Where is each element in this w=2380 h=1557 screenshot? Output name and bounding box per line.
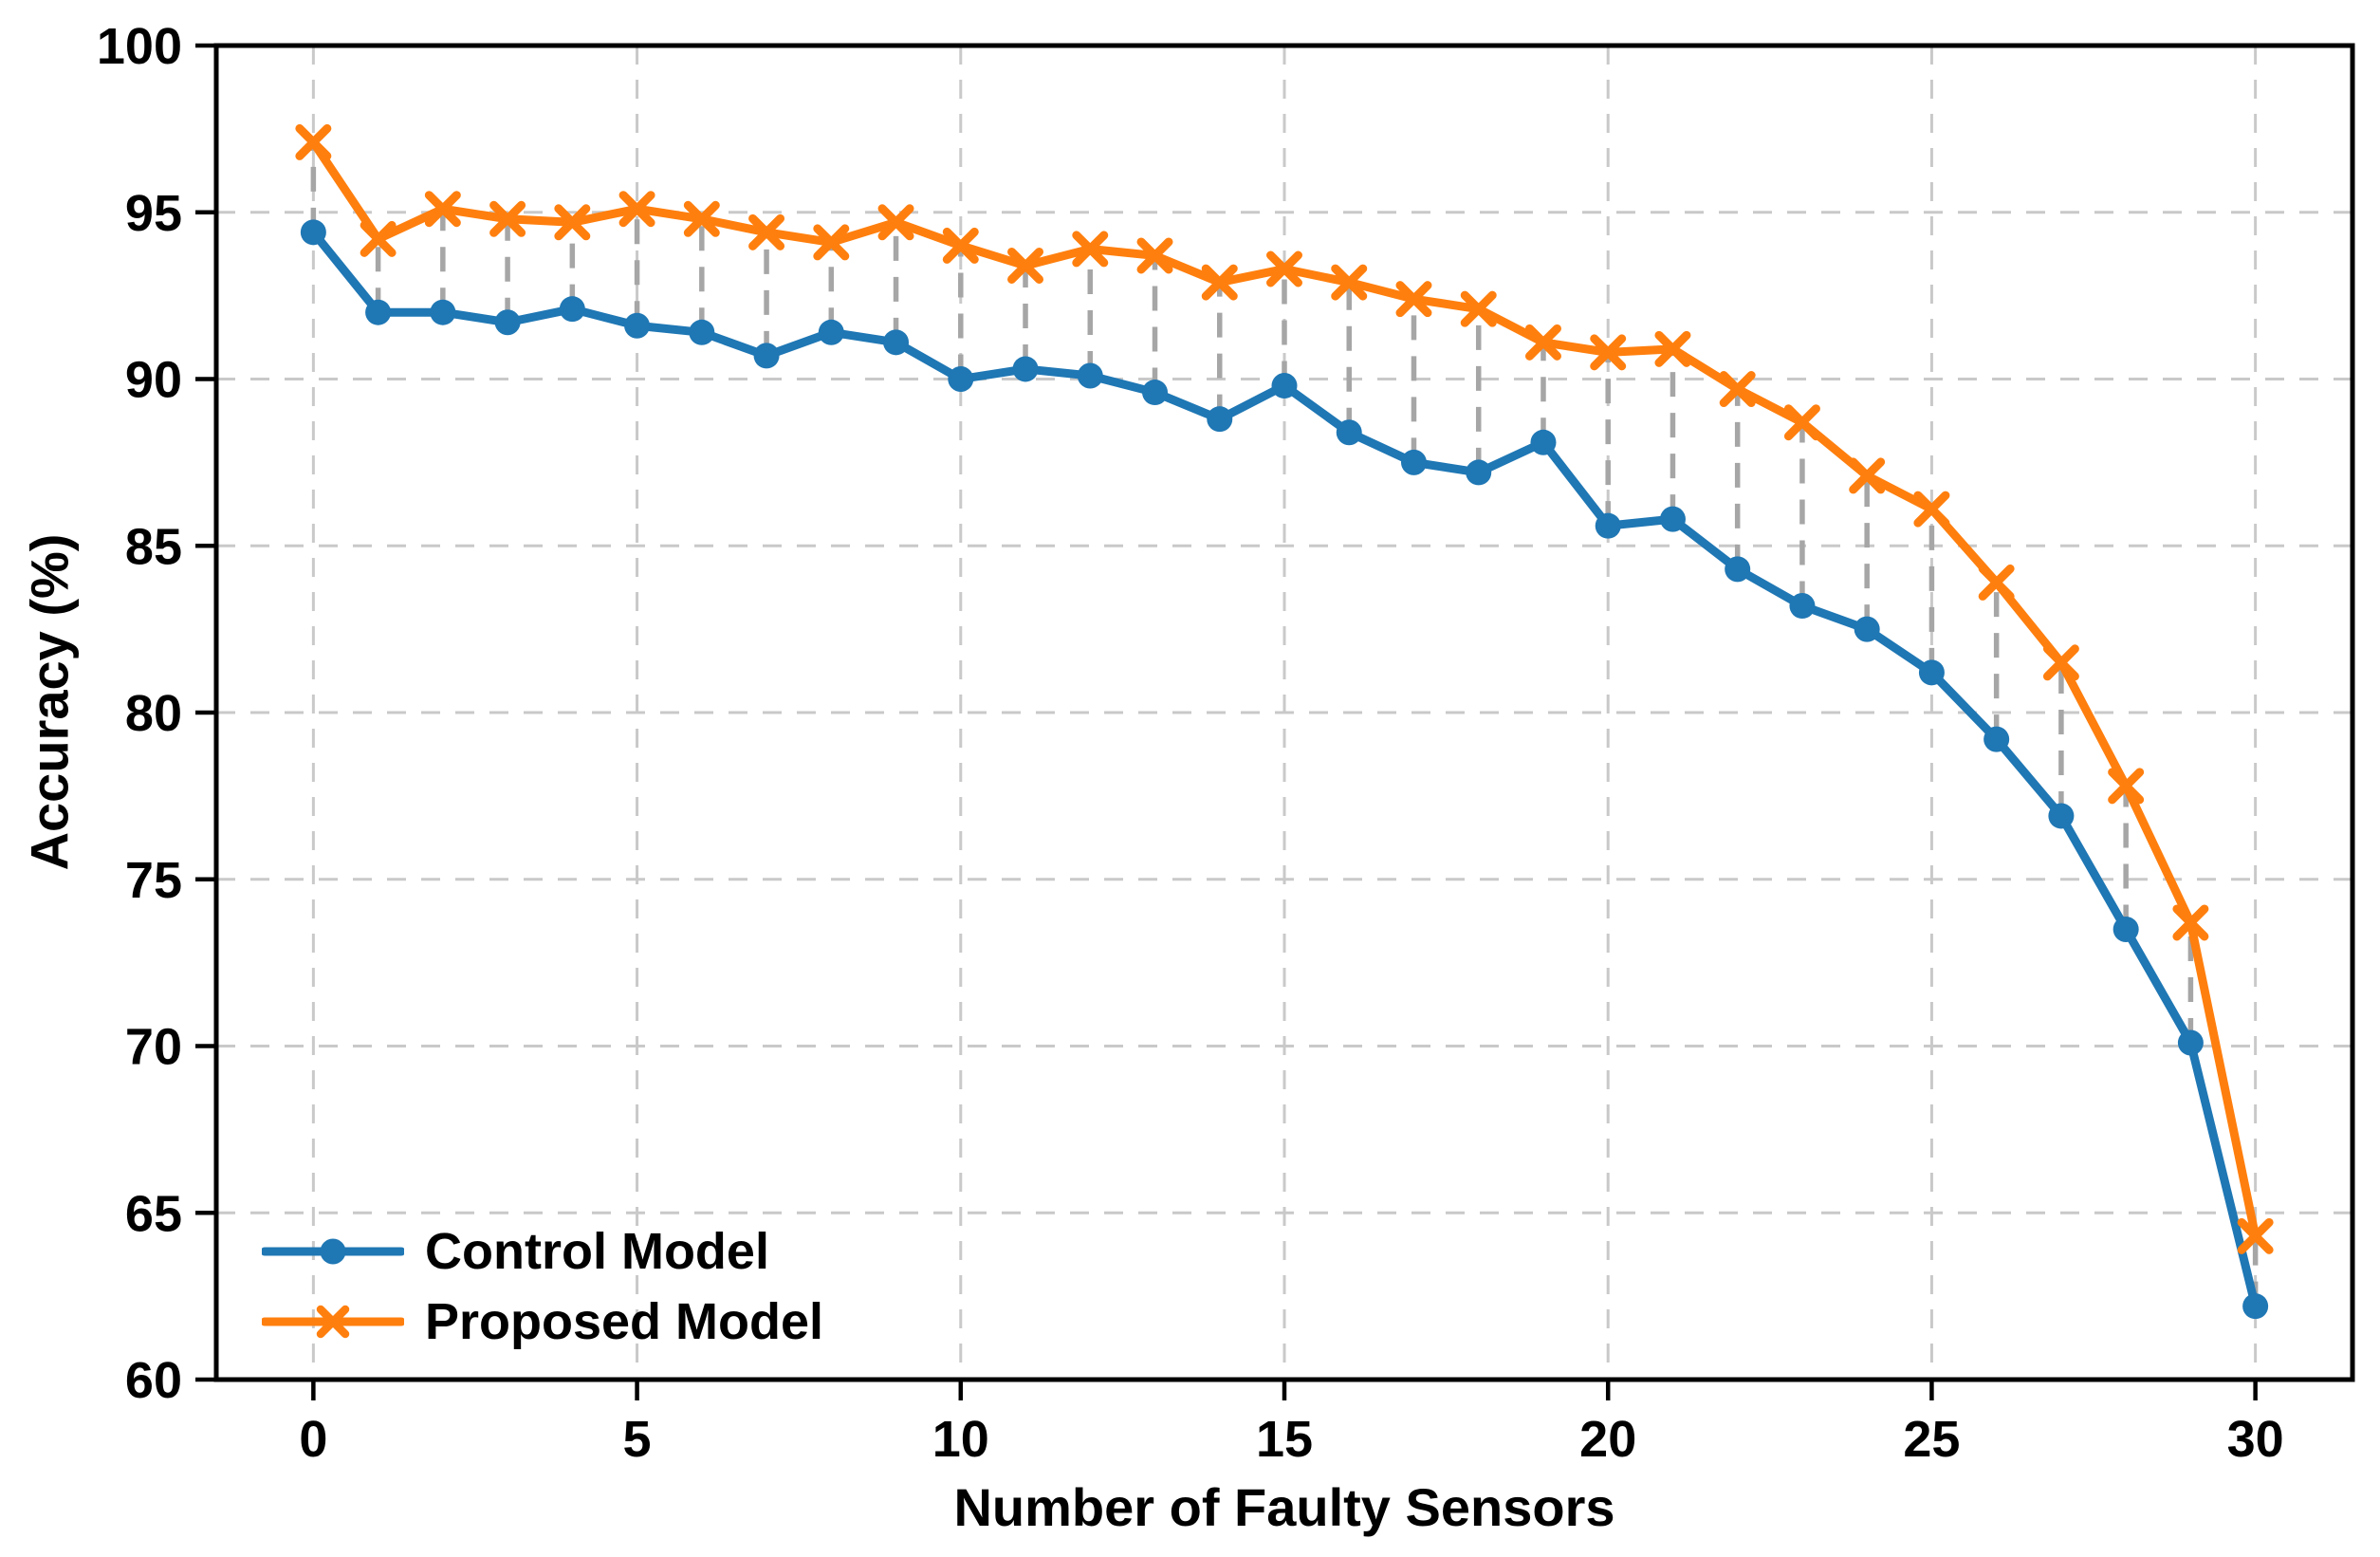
proposed-model-marker: [618, 191, 655, 228]
proposed-model-marker: [360, 220, 397, 257]
control-model-marker: [365, 299, 392, 325]
legend-label-control-model: Control Model: [425, 1223, 769, 1280]
control-model-marker: [430, 299, 456, 325]
control-model-marker: [559, 296, 585, 323]
proposed-model-marker: [2108, 768, 2145, 805]
y-axis-title: Accuracy (%): [19, 533, 80, 871]
y-tick-label: 85: [125, 518, 182, 575]
legend-label-proposed-model: Proposed Model: [425, 1293, 824, 1350]
control-model-marker: [2112, 916, 2139, 942]
x-tick-label: 5: [623, 1411, 652, 1468]
y-tick-label: 70: [125, 1019, 182, 1076]
proposed-model-marker: [1460, 290, 1497, 327]
x-axis-title: Number of Faulty Sensors: [953, 1477, 1615, 1537]
proposed-model-marker: [1654, 330, 1691, 367]
series-gap-connectors: [310, 141, 2259, 1307]
proposed-model-marker: [1849, 457, 1886, 494]
control-model-sample-line: [262, 1238, 404, 1265]
proposed-model-marker: [489, 200, 526, 237]
control-model-marker: [1918, 659, 1945, 686]
proposed-model-marker: [1201, 264, 1238, 301]
proposed-model-marker: [1072, 231, 1109, 268]
control-model-marker: [1659, 506, 1686, 532]
proposed-model-marker: [2042, 644, 2079, 681]
control-model-marker: [1400, 449, 1427, 475]
control-model-marker: [1854, 616, 1880, 642]
control-model-marker: [1530, 429, 1557, 455]
proposed-model-marker: [1524, 324, 1561, 361]
proposed-model-marker: [2237, 1217, 2274, 1254]
proposed-model-markers: [295, 123, 2274, 1254]
control-model-marker: [1789, 593, 1816, 620]
control-model-marker: [300, 219, 326, 246]
proposed-model-marker: [2172, 904, 2209, 941]
x-tick-label: 10: [932, 1411, 989, 1468]
x-tick-label: 30: [2227, 1411, 2284, 1468]
proposed-model-marker: [942, 227, 979, 264]
control-model-marker: [1466, 459, 1492, 486]
control-model-marker: [494, 309, 521, 336]
control-model-marker: [1012, 356, 1039, 382]
control-model-marker: [624, 312, 651, 339]
x-tick-label: 25: [1903, 1411, 1960, 1468]
axis-ticks: [195, 43, 2258, 1400]
y-tick-label: 65: [125, 1185, 182, 1242]
proposed-model-marker: [877, 204, 914, 241]
legend-item-proposed-model: Proposed Model: [262, 1294, 823, 1349]
control-model-markers: [300, 219, 2269, 1320]
y-tick-label: 100: [97, 18, 182, 75]
proposed-model-marker: [1395, 281, 1432, 318]
proposed-model-marker: [554, 204, 591, 241]
proposed-model-marker: [1719, 371, 1756, 408]
proposed-model-marker: [813, 224, 850, 261]
proposed-model-marker: [683, 200, 720, 237]
proposed-model-marker: [1331, 264, 1368, 301]
y-tick-label: 95: [125, 185, 182, 242]
control-model-sample-marker: [320, 1238, 346, 1265]
proposed-model-marker: [1913, 491, 1950, 528]
control-model-marker: [818, 319, 844, 345]
proposed-model-marker: [748, 213, 785, 250]
control-model-marker: [948, 366, 974, 392]
control-model-marker: [1336, 419, 1362, 446]
control-model-marker: [1077, 362, 1103, 389]
control-model-marker: [689, 319, 715, 345]
control-model-marker: [1271, 373, 1298, 399]
y-tick-label: 75: [125, 852, 182, 909]
proposed-model-marker: [1007, 247, 1044, 284]
control-model-marker: [883, 329, 910, 356]
control-model-marker: [1595, 512, 1621, 539]
proposed-model-marker: [1783, 404, 1820, 441]
proposed-model-sample-marker: [316, 1305, 350, 1339]
proposed-model-marker: [424, 191, 461, 228]
control-model-marker: [2242, 1293, 2269, 1320]
x-tick-label: 15: [1256, 1411, 1313, 1468]
y-tick-label: 90: [125, 352, 182, 409]
x-tick-label: 0: [299, 1411, 327, 1468]
proposed-model-marker: [1266, 250, 1302, 287]
y-tick-label: 80: [125, 685, 182, 742]
legend: Control Model Proposed Model: [262, 1224, 823, 1349]
proposed-model-marker: [295, 123, 332, 160]
proposed-model-marker: [1978, 564, 2015, 601]
legend-item-control-model: Control Model: [262, 1224, 823, 1279]
control-model-marker: [1142, 380, 1169, 406]
x-tick-label: 20: [1579, 1411, 1636, 1468]
control-model-marker: [1207, 406, 1233, 433]
control-model-marker: [2177, 1029, 2204, 1056]
control-model-marker: [1983, 726, 2010, 752]
y-tick-label: 60: [125, 1352, 182, 1409]
proposed-model-sample-line: [262, 1305, 404, 1339]
proposed-model-marker: [1590, 334, 1627, 371]
control-model-marker: [1725, 556, 1751, 583]
control-model-marker: [2048, 803, 2075, 829]
control-model-marker: [753, 343, 780, 369]
proposed-model-marker: [1136, 237, 1173, 274]
